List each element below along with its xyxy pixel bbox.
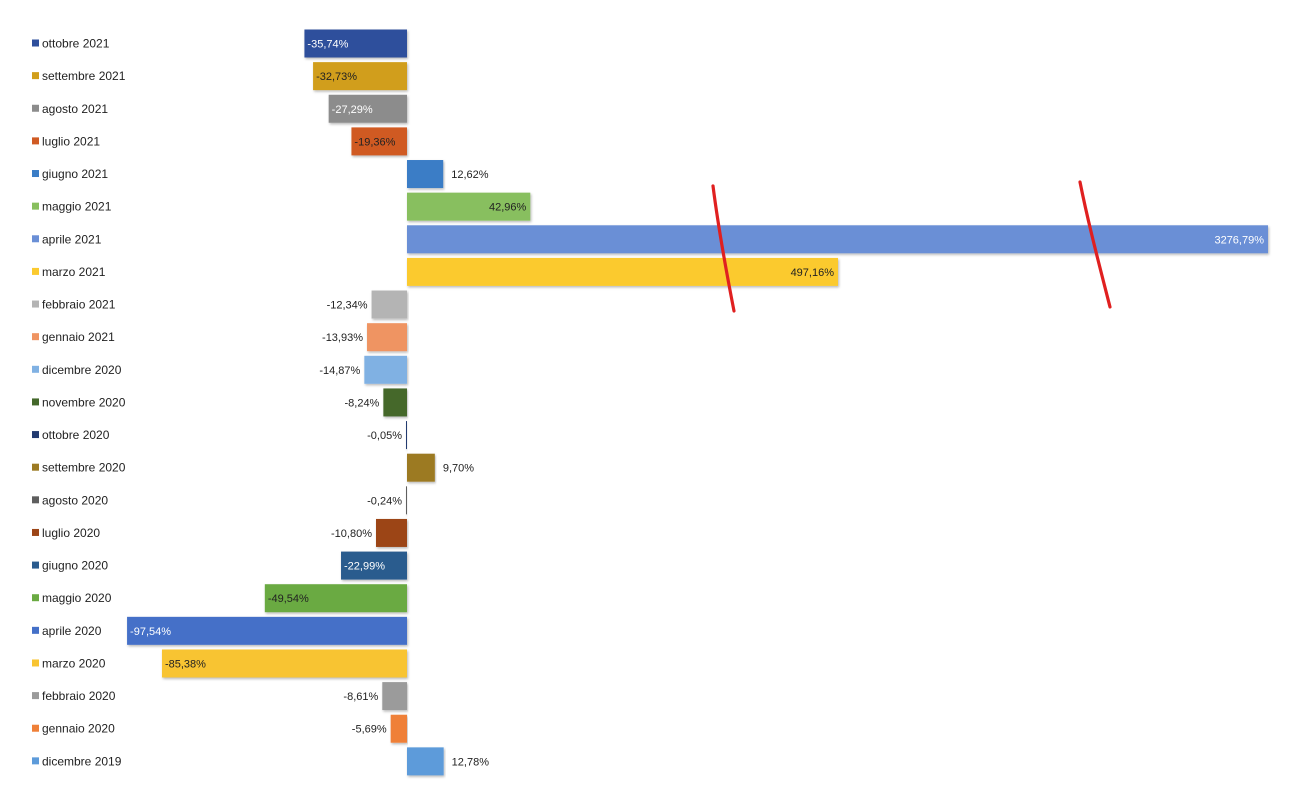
bar <box>328 94 407 123</box>
category-label: giugno 2020 <box>42 559 108 573</box>
bar <box>304 29 407 58</box>
bar <box>407 453 435 482</box>
category-label: febbraio 2021 <box>42 298 116 312</box>
data-label: 497,16% <box>791 267 835 279</box>
data-label: -0,24% <box>367 495 402 507</box>
data-label: -27,29% <box>332 104 373 116</box>
category-label: settembre 2020 <box>42 461 126 475</box>
data-label: -49,54% <box>268 593 309 605</box>
legend-swatch <box>32 39 39 47</box>
category-label: luglio 2021 <box>42 134 100 148</box>
legend-swatch <box>32 104 39 112</box>
legend-swatch <box>32 724 39 732</box>
data-label: -0,05% <box>367 430 402 442</box>
legend-swatch <box>32 594 39 602</box>
legend-swatch <box>32 561 39 569</box>
data-label: -32,73% <box>316 71 357 83</box>
bar <box>407 192 531 221</box>
data-label: -19,36% <box>354 136 395 148</box>
category-label: giugno 2021 <box>42 167 108 181</box>
bar <box>382 682 407 711</box>
bar <box>406 421 407 450</box>
data-label: -8,24% <box>344 397 379 409</box>
category-label: aprile 2020 <box>42 624 102 638</box>
category-label: luglio 2020 <box>42 526 100 540</box>
legend-swatch <box>32 72 39 80</box>
bar <box>407 225 1268 254</box>
category-label: ottobre 2021 <box>42 37 110 51</box>
bar <box>390 714 407 743</box>
data-label: -97,54% <box>130 626 171 638</box>
bar <box>127 616 407 645</box>
axis-break-mark <box>711 184 736 313</box>
bar <box>364 355 407 384</box>
data-label: 12,62% <box>451 169 489 181</box>
legend-swatch <box>32 137 39 145</box>
bar <box>407 747 444 776</box>
bar <box>371 290 407 319</box>
legend-swatch <box>32 626 39 634</box>
bar <box>407 257 838 286</box>
data-label: 12,78% <box>452 756 490 768</box>
category-label: gennaio 2021 <box>42 330 115 344</box>
bar <box>407 160 444 189</box>
axis-break-mark <box>1078 180 1112 309</box>
data-label: -85,38% <box>165 658 206 670</box>
legend-swatch <box>32 267 39 275</box>
category-label: marzo 2020 <box>42 656 106 670</box>
legend-swatch <box>32 431 39 439</box>
category-label: dicembre 2019 <box>42 754 122 768</box>
axis-break-marks <box>711 180 1112 313</box>
legend-swatch <box>32 333 39 341</box>
category-label: maggio 2021 <box>42 200 112 214</box>
legend-swatch <box>32 398 39 406</box>
data-label: -12,34% <box>327 300 368 312</box>
data-label: 3276,79% <box>1214 234 1264 246</box>
legend-swatch <box>32 463 39 471</box>
legend-swatch <box>32 365 39 373</box>
category-label: agosto 2020 <box>42 493 108 507</box>
bar <box>341 551 407 580</box>
bar <box>161 649 407 678</box>
category-label: ottobre 2020 <box>42 428 110 442</box>
category-label: agosto 2021 <box>42 102 108 116</box>
category-label: novembre 2020 <box>42 395 126 409</box>
category-label: febbraio 2020 <box>42 689 116 703</box>
legend-swatch <box>32 757 39 765</box>
data-label: 9,70% <box>443 463 474 475</box>
data-label: -13,93% <box>322 332 363 344</box>
data-label: -35,74% <box>307 39 348 51</box>
bars <box>127 29 1268 776</box>
category-label: settembre 2021 <box>42 69 126 83</box>
data-label: -8,61% <box>343 691 378 703</box>
legend-swatch <box>32 496 39 504</box>
data-label: -5,69% <box>352 724 387 736</box>
bar <box>351 127 407 156</box>
data-label: -22,99% <box>344 561 385 573</box>
legend-swatch <box>32 659 39 667</box>
bar <box>313 62 407 91</box>
category-label: gennaio 2020 <box>42 722 115 736</box>
data-labels: -35,74% -32,73% -27,29% -19,36% 12,62% 42,96%… <box>130 39 1264 769</box>
legend-swatch <box>32 235 39 243</box>
bar <box>383 388 407 417</box>
category-label: marzo 2021 <box>42 265 106 279</box>
legend-swatch <box>32 202 39 210</box>
category-label: dicembre 2020 <box>42 363 122 377</box>
legend-swatch <box>32 170 39 178</box>
bar <box>376 518 407 547</box>
bar <box>406 486 407 515</box>
data-label: -10,80% <box>331 528 372 540</box>
category-label: aprile 2021 <box>42 232 102 246</box>
category-label: maggio 2020 <box>42 591 112 605</box>
data-label: 42,96% <box>489 202 527 214</box>
legend-swatch <box>32 692 39 700</box>
bar <box>264 584 407 613</box>
legend-swatch <box>32 300 39 308</box>
data-label: -14,87% <box>319 365 360 377</box>
bar <box>367 323 407 352</box>
category-legend: ottobre 2021 settembre 2021 agosto 2021 lug… <box>32 37 126 768</box>
legend-swatch <box>32 528 39 536</box>
